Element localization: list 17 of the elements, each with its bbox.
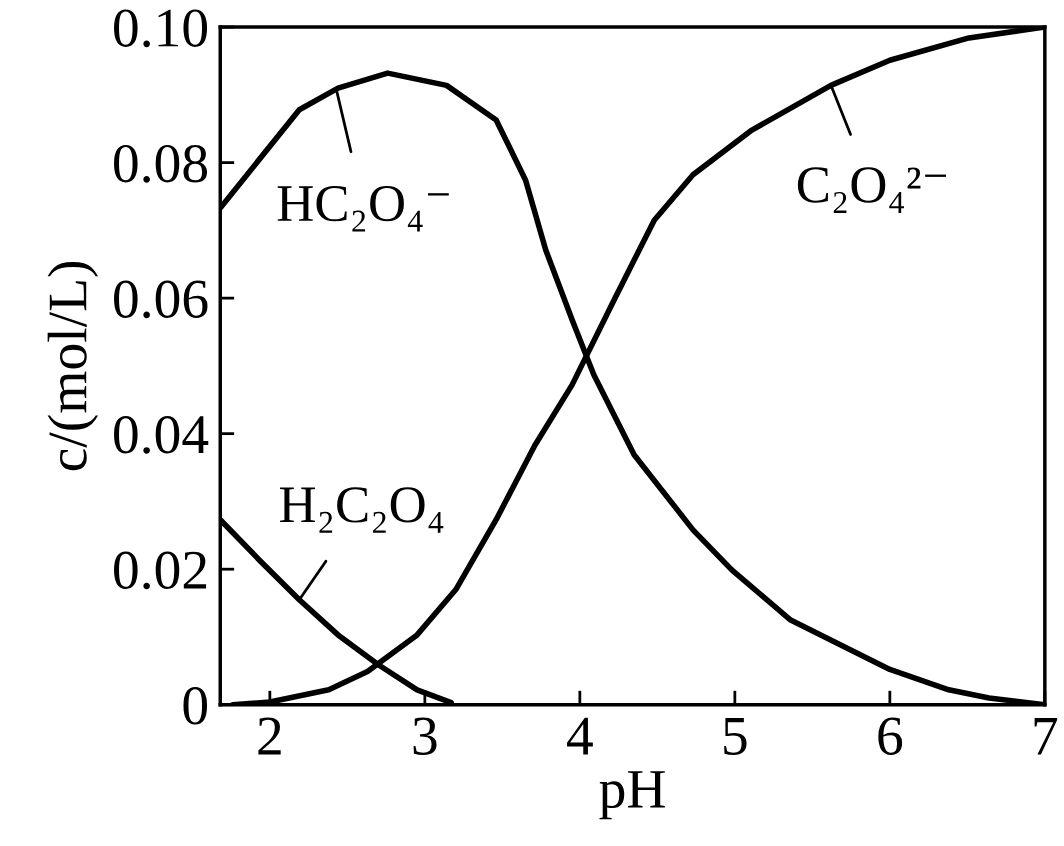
y-tick-label: 0.04 [114,415,209,454]
annotation: C₂O₄²⁻ [797,167,946,213]
x-tick-label: 7 [1034,718,1058,755]
y-tick-label: 0.06 [114,280,208,319]
y-tick-label: 0.10 [114,9,208,48]
x-tick-label: 2 [258,717,281,755]
y-tick-label: 0.02 [114,551,207,590]
x-tick-label: 5 [724,718,747,755]
y-tick-label: 0.08 [114,144,208,183]
x-axis-title: pH [599,771,665,820]
y-axis-title: c/(mol/L) [47,261,99,471]
annotation: HC₂O₄⁻ [277,185,449,232]
x-tick-label: 4 [567,717,593,755]
x-tick-label: 6 [878,717,903,755]
x-tick-label: 3 [413,717,437,755]
y-tick-label: 0 [183,687,208,725]
annotation: H₂C₂O₄ [280,487,444,533]
